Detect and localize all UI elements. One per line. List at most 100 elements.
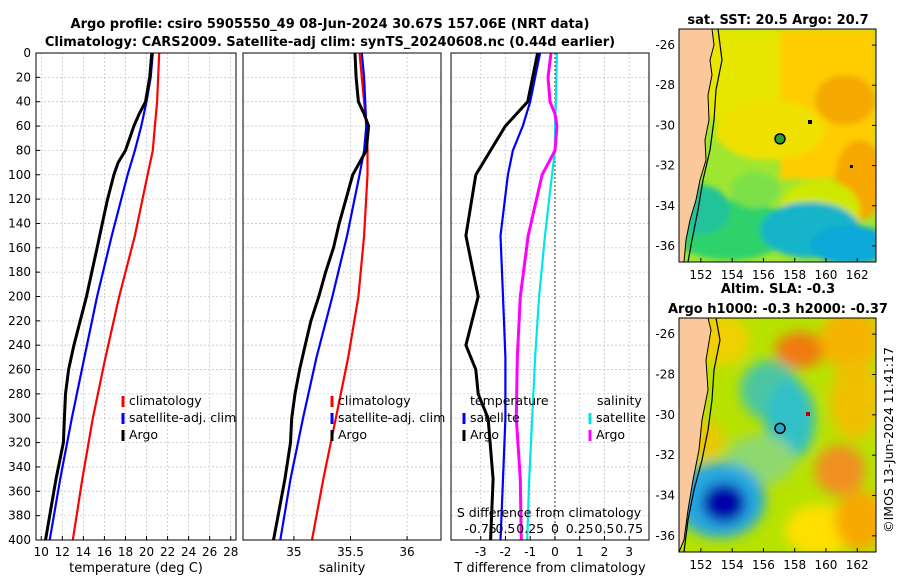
y-tick-label: -30 <box>655 408 675 422</box>
s-tick-label: 0 <box>551 521 559 536</box>
sla-argo-marker <box>774 422 786 435</box>
s-tick-label: 0.5 <box>496 521 516 536</box>
x-tick-label: 24 <box>181 545 196 559</box>
y-tick-label: -34 <box>655 489 675 503</box>
series-line-climatology <box>71 52 161 541</box>
y-tick-label: 220 <box>8 314 31 328</box>
x-tick-label: 156 <box>752 268 775 282</box>
x-tick-label: 26 <box>202 545 217 559</box>
legend-label: Argo <box>596 427 625 442</box>
sst-map <box>679 29 876 262</box>
y-tick-label: -28 <box>655 367 675 381</box>
x-tick-label: 2 <box>601 545 609 559</box>
x-tick-label: 0 <box>551 545 559 559</box>
y-tick-label: 340 <box>8 460 31 474</box>
x-tick-label: 162 <box>846 558 869 572</box>
legend-label: Argo <box>470 427 499 442</box>
x-tick-label: 158 <box>783 558 806 572</box>
y-tick-label: 40 <box>16 95 31 109</box>
x-tick-label: 28 <box>223 545 238 559</box>
y-tick-label: 280 <box>8 387 31 401</box>
s-tick-label: 0.25 <box>566 521 594 536</box>
x-tick-label: 152 <box>689 558 712 572</box>
difference-panel: -3 -2 -1 0 1 2 3 T difference from climatology t… <box>450 52 650 576</box>
s-tick-label: 0.5 <box>595 521 615 536</box>
y-tick-label: 140 <box>8 216 31 230</box>
x-tick-label: 12 <box>55 545 70 559</box>
x-tick-label: 152 <box>689 268 712 282</box>
sla-map-title-line1: Altim. SLA: -0.3 <box>721 282 835 297</box>
y-tick-label: 180 <box>8 265 31 279</box>
y-tick-label: -28 <box>655 78 675 92</box>
sla-map-axes: 152 154 156 158 160 162 -26 -28 -30 -32 -34 -36 <box>655 327 876 572</box>
grid <box>243 52 441 541</box>
salinity-panel: 35 35.5 36 salinity climatology satellite-adj… <box>242 52 445 576</box>
x-axis-label: T difference from climatology <box>453 561 646 576</box>
x-tick-label: -2 <box>499 545 511 559</box>
y-tick-label: 360 <box>8 484 31 498</box>
imos-watermark: ©IMOS 13-Jun-2024 11:41:17 <box>881 347 896 533</box>
x-tick-label: -3 <box>475 545 487 559</box>
legend-label: satellite <box>470 410 520 425</box>
y-tick-label: 260 <box>8 363 31 377</box>
y-tick-label: 300 <box>8 411 31 425</box>
y-tick-label: 380 <box>8 509 31 523</box>
series-line-argo <box>272 52 371 541</box>
x-tick-label: 14 <box>76 545 91 559</box>
s-tick-label: 0.75 <box>615 521 643 536</box>
x-tick-label: 154 <box>721 268 744 282</box>
x-tick-label: 1 <box>576 545 584 559</box>
y-tick-label: 60 <box>16 119 31 133</box>
sst-map-axes: 152 154 156 158 160 162 -26 -28 -30 -32 -34 -36 <box>655 38 876 282</box>
sst-map-title: sat. SST: 20.5 Argo: 20.7 <box>687 13 868 28</box>
sla-map <box>679 318 876 552</box>
s-tick-label: 0.25 <box>516 521 544 536</box>
series-line-argo <box>44 52 154 541</box>
grid <box>36 52 236 541</box>
y-tick-label: -32 <box>655 159 675 173</box>
x-tick-label: 156 <box>752 558 775 572</box>
x-axis-label: salinity <box>319 561 366 576</box>
legend-title-salinity: salinity <box>597 393 642 408</box>
y-tick-label: -26 <box>655 38 675 52</box>
x-tick-label: 18 <box>118 545 133 559</box>
series-line-temperature-satellite <box>499 52 542 541</box>
y-tick-label: 120 <box>8 192 31 206</box>
x-tick-label: 20 <box>139 545 154 559</box>
s-tick-label: -0.75 <box>465 521 497 536</box>
y-tick-label: 80 <box>16 143 31 157</box>
series-line-salinity-argo <box>514 52 559 541</box>
legend-label: satellite-adj. clim <box>338 410 445 425</box>
temperature-panel: 10 12 14 16 18 20 22 24 26 28 temperature (deg C) 0… <box>8 46 238 576</box>
y-tick-label: -30 <box>655 118 675 132</box>
sst-map-frame <box>678 28 877 263</box>
legend-label: Argo <box>338 427 367 442</box>
y-tick-label: -36 <box>655 529 675 543</box>
y-tick-label: 200 <box>8 290 31 304</box>
y-tick-label: -32 <box>655 448 675 462</box>
plot-frame <box>450 52 650 541</box>
x-tick-label: 158 <box>783 268 806 282</box>
legend-label: satellite-adj. clim <box>129 410 236 425</box>
sla-map-frame <box>678 317 877 553</box>
grid <box>451 52 649 541</box>
y-tick-label: -26 <box>655 327 675 341</box>
y-tick-label: 20 <box>16 70 31 84</box>
x-tick-label: 35.5 <box>337 545 364 559</box>
legend-title-temperature: temperature <box>470 393 549 408</box>
x-tick-label: 35 <box>286 545 301 559</box>
sla-map-title-line2: Argo h1000: -0.3 h2000: -0.37 <box>668 302 888 317</box>
legend-label: climatology <box>338 393 411 408</box>
x-tick-label: 22 <box>160 545 175 559</box>
x-axis-label: temperature (deg C) <box>69 561 203 576</box>
x-tick-label: 160 <box>815 558 838 572</box>
x-tick-label: 160 <box>815 268 838 282</box>
plot-frame <box>242 52 442 541</box>
sst-argo-marker <box>774 133 786 145</box>
y-tick-label: -34 <box>655 199 675 213</box>
y-tick-label: 160 <box>8 241 31 255</box>
figure-title-line1: Argo profile: csiro 5905550_49 08-Jun-20… <box>71 17 590 32</box>
y-tick-label: 100 <box>8 168 31 182</box>
figure-title-line2: Climatology: CARS2009. Satellite-adj cli… <box>45 35 615 50</box>
